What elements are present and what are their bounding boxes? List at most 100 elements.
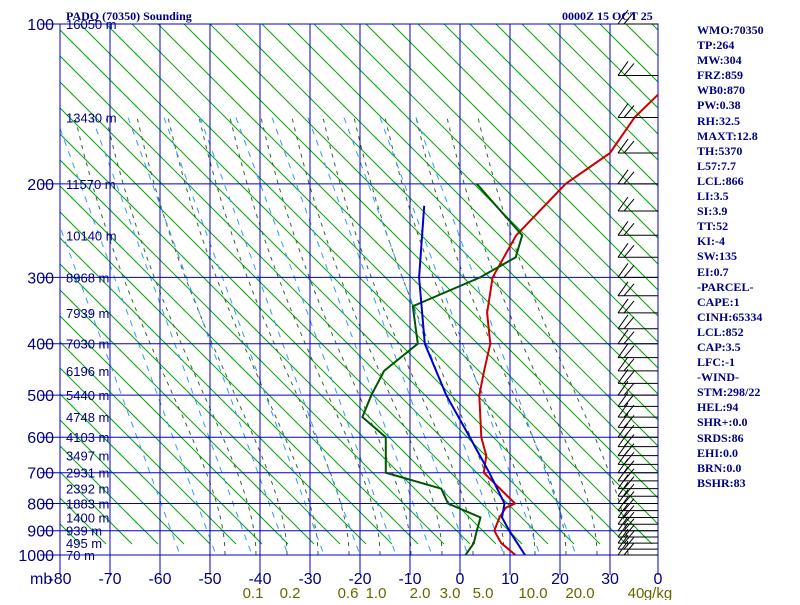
mixing-ratio-label: 10.0 [518, 585, 547, 600]
index-item: LCL:866 [697, 173, 744, 188]
wind-barb-flag [623, 491, 635, 504]
mixing-ratio-label: 40 [628, 585, 645, 600]
wind-barb-flag [617, 503, 629, 518]
wind-barb-flag [623, 171, 635, 185]
index-item: CAP:3.5 [697, 339, 741, 354]
dry-adiabat [261, 24, 658, 421]
mixing-ratio-line [271, 117, 433, 555]
index-item: LFC:-1 [697, 355, 735, 370]
dry-adiabat [183, 24, 658, 499]
wind-barb-flag [617, 413, 629, 428]
chart-title: PADQ (70350) Sounding [66, 9, 192, 23]
index-item: HEL:94 [697, 400, 739, 415]
index-item: LCL:852 [697, 324, 744, 339]
index-item: EHI:0.0 [697, 445, 739, 460]
wind-barb-flag [623, 518, 635, 532]
index-item: MAXT:12.8 [697, 128, 758, 143]
wind-barb-flag [617, 138, 629, 154]
wind-barb-flag [623, 222, 635, 236]
wind-barb-flag [623, 345, 635, 358]
index-item: SHR+:0.0 [697, 415, 748, 430]
height-label: 1400 m [66, 511, 109, 526]
adiabat-lines [0, 24, 658, 555]
pressure-tick-label: 800 [27, 497, 54, 514]
height-label: 3497 m [66, 449, 109, 464]
index-item: EI:0.7 [697, 264, 729, 279]
dry-adiabat [60, 237, 367, 545]
temperature-tick-label: -80 [48, 571, 71, 588]
index-item: SRDS:86 [697, 430, 744, 445]
height-label: 16050 m [66, 17, 117, 32]
temperature-tick-label: 0 [456, 571, 465, 588]
dry-adiabat [547, 24, 658, 135]
dry-adiabat [235, 24, 658, 447]
dry-adiabat [60, 341, 263, 545]
pressure-tick-label: 400 [27, 337, 54, 354]
wind-barb-flag [623, 530, 635, 544]
wind-barb-flag [617, 402, 629, 418]
mixing-ratio-label: g/kg [644, 585, 672, 600]
wind-barb-flag [617, 540, 629, 556]
dry-adiabat [60, 419, 185, 545]
wind-barb-flag [623, 524, 635, 538]
wind-barb-flag [617, 242, 629, 258]
wind-barb-flag [617, 281, 629, 297]
wind-barb-flag [623, 11, 635, 25]
pressure-tick-label: 1000 [18, 548, 54, 565]
mixing-ratio-line [415, 117, 577, 555]
wind-barb-flag [623, 300, 635, 314]
height-label: 6196 m [66, 364, 109, 379]
index-item: L57:7.7 [697, 158, 736, 173]
pressure-tick-label: 600 [27, 430, 54, 447]
dry-adiabat [60, 315, 289, 545]
temperature-tick-label: -70 [98, 571, 121, 588]
index-item: RH:32.5 [697, 113, 740, 128]
index-item: -WIND- [697, 370, 739, 385]
height-label: 4748 m [66, 410, 109, 425]
temperature-tick-label: -10 [398, 571, 421, 588]
height-label: 1883 m [66, 497, 109, 512]
mixing-ratio-line [199, 117, 361, 555]
height-label: 13430 m [66, 111, 117, 126]
dry-adiabat [495, 24, 658, 187]
dry-adiabat [79, 24, 601, 545]
height-label: 2392 m [66, 482, 109, 497]
index-item: TP:264 [697, 38, 735, 53]
dry-adiabat [60, 55, 549, 545]
mixing-ratio-line [163, 117, 325, 555]
dry-adiabat [0, 24, 28, 544]
dry-adiabat [417, 24, 658, 265]
dry-adiabat [105, 24, 627, 545]
wind-barb-flag [617, 496, 629, 511]
dry-adiabat [469, 24, 658, 213]
dry-adiabat [60, 29, 575, 545]
dry-adiabat [60, 107, 497, 545]
temperature-tick-label: -60 [148, 571, 171, 588]
wind-barb-flag [617, 169, 629, 185]
wind-barb-flag [617, 103, 629, 118]
wind-barb-flag [623, 358, 635, 372]
mixing-ratio-line [60, 225, 181, 555]
dewpoint-profile [361, 183, 524, 555]
height-label: 7030 m [66, 337, 109, 352]
wind-barb-flag [617, 466, 629, 482]
dry-adiabat [521, 24, 658, 161]
wind-barb-flag [623, 198, 635, 212]
wind-barb-flag [617, 298, 629, 314]
height-label: 495 m [66, 536, 102, 551]
index-item: BSHR:83 [697, 475, 746, 490]
chart-time: 0000Z 15 OCT 25 [562, 9, 653, 23]
dry-adiabat [60, 445, 159, 545]
dry-adiabat [60, 211, 393, 545]
height-label: 5440 m [66, 388, 109, 403]
pressure-tick-label: 200 [27, 177, 54, 194]
dry-adiabat [60, 367, 237, 545]
wind-barb-flag [617, 422, 629, 438]
pressure-tick-label: 300 [27, 270, 54, 287]
index-item: PW:0.38 [697, 98, 741, 113]
stability-index-panel: WMO:70350 TP:264 MW:304 FRZ:859 WB0:870 PW:0.… [697, 23, 800, 491]
mixing-ratio-line [235, 117, 397, 555]
wind-barb-flag [623, 394, 635, 407]
wind-barb-flag [617, 534, 629, 550]
